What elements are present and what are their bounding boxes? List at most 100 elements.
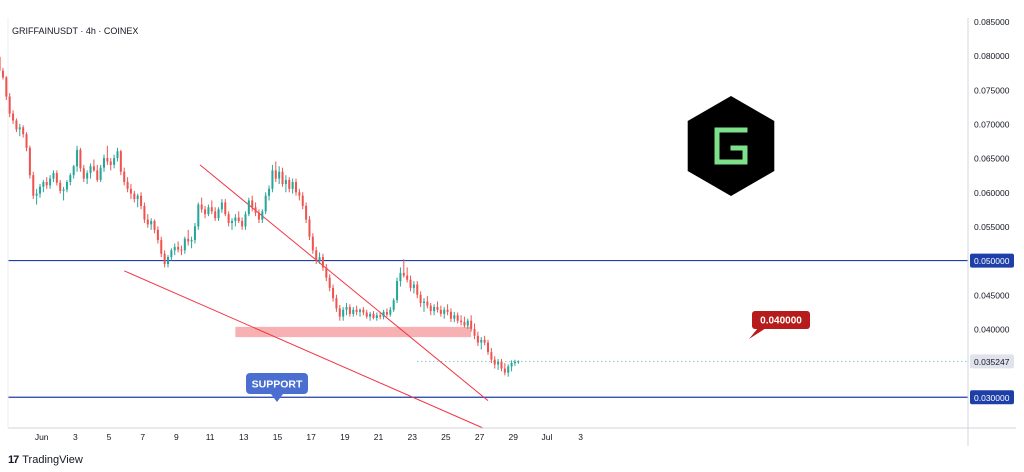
- candle-body: [180, 249, 183, 251]
- candle: [89, 163, 92, 179]
- candle: [416, 281, 419, 299]
- candle: [99, 164, 102, 182]
- candle: [116, 147, 119, 162]
- candle-body: [439, 309, 442, 314]
- x-tick-label: 15: [273, 432, 283, 442]
- candle-body: [483, 339, 486, 343]
- candle: [372, 311, 375, 320]
- candle: [170, 248, 173, 261]
- candle: [473, 323, 476, 340]
- candle-body: [177, 246, 180, 250]
- candle-body: [480, 339, 483, 343]
- candle: [433, 304, 436, 316]
- candle: [507, 364, 510, 377]
- candle-body: [207, 207, 210, 215]
- candle-body: [35, 193, 38, 196]
- candle: [503, 363, 506, 376]
- candle: [409, 275, 412, 292]
- x-tick-label: 13: [239, 432, 249, 442]
- candle: [284, 175, 287, 193]
- candle: [406, 267, 409, 283]
- candle-body: [453, 315, 456, 319]
- x-tick-label: 7: [140, 432, 145, 442]
- candle-body: [62, 189, 65, 191]
- candle-body: [399, 272, 402, 282]
- candle: [325, 264, 328, 282]
- candle-body: [146, 219, 149, 225]
- candle: [389, 307, 392, 317]
- candle: [497, 358, 500, 370]
- candle-body: [365, 312, 368, 317]
- candle-body: [338, 308, 341, 317]
- candle-body: [503, 368, 506, 373]
- candle-body: [436, 307, 439, 310]
- candle-body: [473, 328, 476, 336]
- candle: [102, 154, 106, 172]
- candle: [119, 149, 122, 176]
- candle-body: [513, 361, 516, 364]
- candle-body: [52, 173, 55, 179]
- candle: [365, 309, 368, 319]
- x-tick-label: 5: [107, 432, 112, 442]
- candle: [22, 125, 25, 138]
- y-tick-label: 0.060000: [974, 188, 1010, 198]
- candle: [476, 331, 479, 346]
- annotations: 0.040000 SUPPORT: [246, 96, 810, 402]
- candle: [69, 173, 72, 186]
- candle: [402, 259, 405, 278]
- candle: [150, 218, 153, 230]
- candle: [419, 291, 422, 308]
- candle-body: [86, 173, 89, 179]
- candle: [412, 281, 415, 294]
- candle-body: [140, 195, 143, 206]
- candle: [241, 217, 244, 230]
- candle-body: [342, 309, 345, 317]
- candle: [422, 298, 426, 312]
- candle: [18, 123, 21, 137]
- candles: [0, 55, 520, 377]
- candle-body: [153, 220, 156, 230]
- price-chart[interactable]: 0.040000 SUPPORT 0.085000 0.080000 0.075000…: [0, 0, 1024, 452]
- candle-body: [183, 238, 186, 251]
- candle-body: [321, 257, 324, 268]
- candle: [180, 245, 183, 256]
- candle-body: [42, 182, 45, 187]
- candle: [362, 307, 365, 316]
- candle: [32, 171, 35, 200]
- candle-body: [193, 226, 196, 241]
- candle-body: [15, 120, 18, 130]
- candle: [328, 274, 331, 292]
- candle-body: [217, 209, 220, 219]
- candle-body: [443, 309, 446, 314]
- candle: [146, 214, 149, 228]
- candle: [493, 356, 496, 369]
- candle-body: [214, 211, 217, 219]
- candle-body: [382, 311, 385, 317]
- candle: [140, 192, 143, 210]
- candle-body: [22, 127, 25, 135]
- candle: [173, 243, 176, 256]
- candle-body: [247, 200, 250, 215]
- candle: [156, 226, 159, 244]
- x-tick-label: 27: [475, 432, 485, 442]
- candle: [59, 179, 62, 194]
- tradingview-brand[interactable]: 17 TradingView: [8, 452, 83, 468]
- x-tick-label: 19: [340, 432, 350, 442]
- candle-body: [362, 309, 365, 313]
- candle-body: [173, 246, 176, 251]
- candle-body: [220, 202, 223, 210]
- candle: [230, 218, 234, 230]
- candle: [348, 304, 351, 317]
- candle: [399, 267, 402, 287]
- candle: [358, 308, 362, 317]
- candle: [382, 309, 385, 320]
- candle-body: [419, 294, 422, 303]
- candle: [268, 185, 271, 201]
- candle-body: [396, 281, 399, 301]
- candle-body: [409, 279, 412, 288]
- candle-body: [113, 158, 116, 165]
- x-tick-label: 3: [578, 432, 583, 442]
- y-tick-label: 0.030000: [974, 393, 1010, 403]
- candle: [251, 195, 254, 212]
